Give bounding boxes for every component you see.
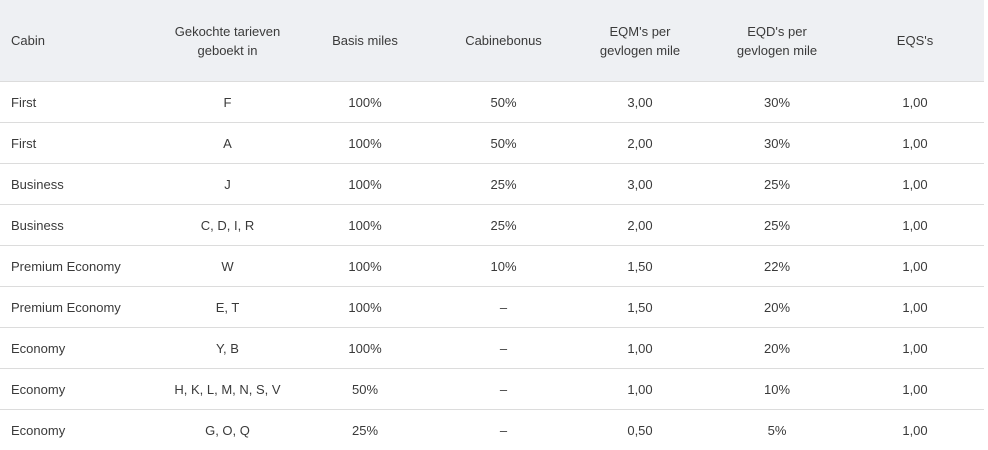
table-cell: Economy: [0, 327, 160, 369]
table-cell: Economy: [0, 368, 160, 410]
table-cell: 20%: [708, 286, 846, 328]
column-header: Basis miles: [295, 0, 435, 82]
column-header: EQD's per gevlogen mile: [708, 0, 846, 82]
table-cell: 1,50: [572, 245, 708, 287]
table-cell: A: [160, 122, 295, 164]
header-text: EQS's: [896, 33, 934, 48]
table-cell: 2,00: [572, 204, 708, 246]
table-cell: 25%: [435, 204, 572, 246]
table-cell: W: [160, 245, 295, 287]
header-text: EQD's per gevlogen mile: [736, 23, 818, 58]
table-cell: 100%: [295, 245, 435, 287]
header-row: Cabin Gekochte tarieven geboekt in Basis m…: [0, 0, 984, 82]
table-cell: C, D, I, R: [160, 204, 295, 246]
table-row: First A 100% 50% 2,00 30% 1,00: [0, 122, 984, 164]
table-cell: –: [435, 327, 572, 369]
table-row: Economy G, O, Q 25% –0,50 5% 1,00: [0, 409, 984, 450]
table-row: Premium Economy W 100% 10% 1,50 22% 1,00: [0, 245, 984, 287]
table-cell: 30%: [708, 81, 846, 123]
table-cell: E, T: [160, 286, 295, 328]
table-row: First F 100% 50% 3,00 30% 1,00: [0, 81, 984, 123]
header-text: Basis miles: [332, 33, 398, 48]
table-cell: 3,00: [572, 81, 708, 123]
table-cell: 100%: [295, 204, 435, 246]
header-text: EQM's per gevlogen mile: [599, 23, 681, 58]
table-cell: 1,50: [572, 286, 708, 328]
table-cell: Y, B: [160, 327, 295, 369]
table-row: Business C, D, I, R 100% 25% 2,00 25% 1,00: [0, 204, 984, 246]
table-cell: 100%: [295, 327, 435, 369]
table-cell: First: [0, 81, 160, 123]
table-cell: –: [435, 286, 572, 328]
table-cell: 1,00: [846, 286, 984, 328]
header-text: Gekochte tarieven geboekt in: [174, 23, 281, 58]
table-cell: 1,00: [572, 368, 708, 410]
table-row: Business J 100% 25% 3,00 25% 1,00: [0, 163, 984, 205]
table-cell: 25%: [435, 163, 572, 205]
table-cell: 50%: [435, 81, 572, 123]
table-cell: 5%: [708, 409, 846, 450]
table-cell: Premium Economy: [0, 245, 160, 287]
table-cell: First: [0, 122, 160, 164]
table-cell: 1,00: [846, 81, 984, 123]
column-header: Gekochte tarieven geboekt in: [160, 0, 295, 82]
table-cell: 1,00: [846, 204, 984, 246]
header-text: Cabinebonus: [465, 33, 542, 48]
table-cell: 3,00: [572, 163, 708, 205]
table-cell: 100%: [295, 286, 435, 328]
table-cell: 10%: [708, 368, 846, 410]
table-cell: 1,00: [846, 409, 984, 450]
table-cell: Business: [0, 204, 160, 246]
table-cell: 100%: [295, 81, 435, 123]
column-header: Cabinebonus: [435, 0, 572, 82]
table-cell: 1,00: [846, 163, 984, 205]
table-cell: 1,00: [572, 327, 708, 369]
table-cell: G, O, Q: [160, 409, 295, 450]
table-row: Premium Economy E, T 100% –1,50 20% 1,00: [0, 286, 984, 328]
table-cell: H, K, L, M, N, S, V: [160, 368, 295, 410]
table-cell: Economy: [0, 409, 160, 450]
table-cell: 20%: [708, 327, 846, 369]
table-cell: 50%: [295, 368, 435, 410]
column-header: EQM's per gevlogen mile: [572, 0, 708, 82]
table-cell: 25%: [708, 204, 846, 246]
table-cell: Business: [0, 163, 160, 205]
table-cell: –: [435, 368, 572, 410]
table-cell: 25%: [708, 163, 846, 205]
table-cell: –: [435, 409, 572, 450]
table-cell: 2,00: [572, 122, 708, 164]
table-cell: Premium Economy: [0, 286, 160, 328]
table-cell: F: [160, 81, 295, 123]
table-cell: 22%: [708, 245, 846, 287]
table-cell: 10%: [435, 245, 572, 287]
table-cell: 30%: [708, 122, 846, 164]
table-cell: 0,50: [572, 409, 708, 450]
table-cell: 25%: [295, 409, 435, 450]
table-row: Economy Y, B 100% –1,00 20% 1,00: [0, 327, 984, 369]
table-cell: 1,00: [846, 122, 984, 164]
table-row: Economy H, K, L, M, N, S, V 50% –1,00 10% 1,0…: [0, 368, 984, 410]
table-cell: 100%: [295, 122, 435, 164]
table-cell: 50%: [435, 122, 572, 164]
column-header: Cabin: [0, 0, 160, 82]
table-cell: 1,00: [846, 368, 984, 410]
column-header: EQS's: [846, 0, 984, 82]
table-cell: 1,00: [846, 245, 984, 287]
table-cell: J: [160, 163, 295, 205]
table-cell: 100%: [295, 163, 435, 205]
table-cell: 1,00: [846, 327, 984, 369]
header-text: Cabin: [11, 33, 45, 48]
